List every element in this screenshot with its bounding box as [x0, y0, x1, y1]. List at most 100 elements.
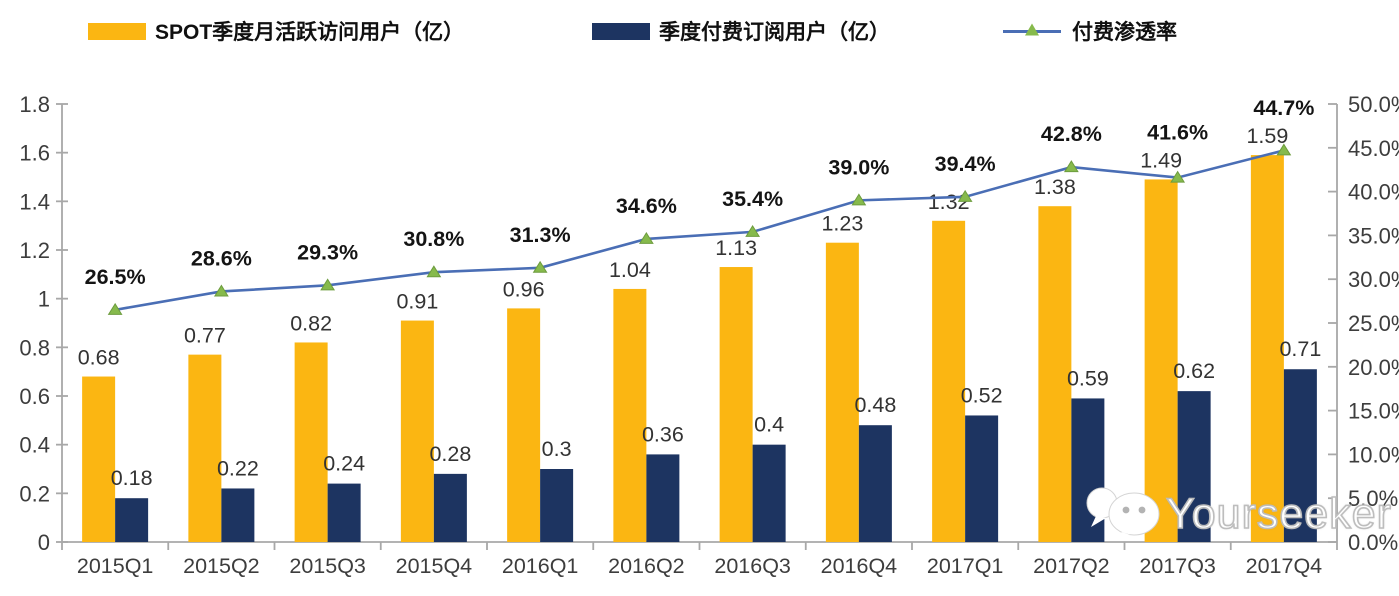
subscribers-value-label: 0.24: [323, 452, 365, 476]
bar-mau: [825, 242, 859, 542]
x-axis-category-label: 2017Q1: [927, 554, 1004, 578]
right-axis-tick-label: 45.0%: [1348, 136, 1399, 161]
left-axis-tick-label: 0: [38, 530, 50, 555]
penetration-value-label: 41.6%: [1147, 120, 1208, 144]
mau-value-label: 0.82: [290, 311, 332, 335]
subscribers-value-label: 0.4: [754, 413, 784, 437]
triangle-marker-icon: [107, 302, 123, 315]
wechat-icon: [1086, 487, 1160, 541]
bar-mau: [719, 267, 753, 542]
bar-subscribers: [115, 498, 149, 542]
penetration-value-label: 30.8%: [403, 227, 464, 251]
triangle-marker-icon: [1276, 143, 1292, 156]
bar-subscribers: [540, 469, 574, 542]
bar-mau: [932, 220, 966, 543]
triangle-marker-icon: [320, 278, 336, 291]
bar-subscribers: [433, 473, 467, 542]
penetration-series-swatch-icon: [1003, 23, 1061, 40]
mau-series-swatch-icon: [88, 22, 146, 40]
penetration-value-label: 28.6%: [191, 246, 252, 270]
penetration-value-label: 39.0%: [828, 155, 889, 179]
subscribers-value-label: 0.48: [854, 393, 896, 417]
bar-mau: [507, 308, 541, 542]
x-axis-category-label: 2016Q4: [821, 554, 898, 578]
x-axis-category-label: 2015Q3: [289, 554, 366, 578]
subscribers-value-label: 0.52: [961, 383, 1003, 407]
right-axis-tick-label: 30.0%: [1348, 267, 1399, 292]
right-axis-tick-label: 25.0%: [1348, 311, 1399, 336]
bar-mau: [1144, 179, 1178, 542]
left-axis-tick-label: 0.6: [19, 384, 50, 409]
subscribers-value-label: 0.71: [1279, 337, 1321, 361]
left-axis-tick-label: 0.2: [19, 481, 50, 506]
legend-item-penetration: 付费渗透率: [1003, 17, 1177, 45]
bar-subscribers: [1177, 391, 1211, 542]
bar-mau: [613, 288, 647, 542]
mau-value-label: 1.23: [821, 212, 863, 236]
x-axis-category-label: 2016Q3: [714, 554, 791, 578]
mau-value-label: 1.38: [1034, 175, 1076, 199]
penetration-value-label: 26.5%: [85, 265, 146, 289]
mau-value-label: 0.91: [396, 290, 438, 314]
right-axis-tick-label: 5.0%: [1348, 486, 1398, 511]
penetration-value-label: 29.3%: [297, 240, 358, 264]
right-axis-tick-label: 10.0%: [1348, 442, 1399, 467]
triangle-marker-icon: [1170, 170, 1186, 183]
bar-subscribers: [327, 483, 361, 542]
bar-subscribers: [752, 444, 786, 542]
triangle-marker-icon: [532, 260, 548, 273]
bar-subscribers: [965, 415, 999, 542]
x-axis-category-label: 2017Q3: [1139, 554, 1216, 578]
left-axis-tick-label: 1.6: [19, 141, 50, 166]
mau-value-label: 0.96: [503, 277, 545, 301]
left-axis-tick-label: 0.8: [19, 335, 50, 360]
left-axis-tick-label: 1.4: [19, 189, 50, 214]
x-axis-category-label: 2017Q2: [1033, 554, 1110, 578]
penetration-value-label: 42.8%: [1041, 122, 1102, 146]
right-axis-tick-label: 15.0%: [1348, 399, 1399, 424]
mau-value-label: 1.13: [715, 236, 757, 260]
bar-subscribers: [221, 488, 255, 542]
x-axis-category-label: 2015Q1: [77, 554, 154, 578]
bar-subscribers: [858, 425, 892, 542]
bar-mau: [294, 342, 328, 542]
watermark-text: Yourseeker: [1165, 489, 1392, 539]
mau-value-label: 0.77: [184, 324, 226, 348]
subscribers-value-label: 0.3: [542, 437, 572, 461]
mau-value-label: 1.04: [609, 258, 651, 282]
subscribers-value-label: 0.18: [111, 466, 153, 490]
penetration-value-label: 31.3%: [510, 223, 571, 247]
left-axis-tick-label: 1.2: [19, 238, 50, 263]
triangle-marker-icon: [851, 193, 867, 206]
left-axis-tick-label: 1.8: [19, 92, 50, 117]
chart-legend: SPOT季度月活跃访问用户（亿） 季度付费订阅用户（亿） 付费渗透率: [0, 0, 1399, 56]
triangle-marker-icon: [1025, 23, 1039, 36]
bar-mau: [82, 376, 116, 542]
subscribers-series-swatch-icon: [592, 22, 650, 40]
legend-label-subscribers: 季度付费订阅用户（亿）: [659, 21, 890, 44]
penetration-value-label: 35.4%: [722, 187, 783, 211]
triangle-marker-icon: [426, 265, 442, 278]
right-axis-tick-label: 35.0%: [1348, 223, 1399, 248]
mau-value-label: 1.49: [1140, 148, 1182, 172]
legend-label-penetration: 付费渗透率: [1072, 21, 1177, 44]
right-axis-tick-label: 50.0%: [1348, 92, 1399, 117]
x-axis-category-label: 2016Q1: [502, 554, 579, 578]
mau-value-label: 1.59: [1246, 124, 1288, 148]
triangle-marker-icon: [1063, 160, 1079, 173]
legend-label-mau: SPOT季度月活跃访问用户（亿）: [155, 21, 465, 44]
penetration-line: [114, 149, 1285, 312]
right-axis-tick-label: 40.0%: [1348, 180, 1399, 205]
penetration-value-label: 39.4%: [935, 152, 996, 176]
penetration-value-label: 34.6%: [616, 194, 677, 218]
subscribers-value-label: 0.36: [642, 422, 684, 446]
bar-mau: [1250, 155, 1284, 542]
x-axis-category-label: 2015Q4: [396, 554, 473, 578]
triangle-marker-icon: [745, 224, 761, 237]
x-axis-category-label: 2016Q2: [608, 554, 685, 578]
subscribers-value-label: 0.22: [217, 456, 259, 480]
subscribers-value-label: 0.28: [429, 442, 471, 466]
watermark: Yourseeker: [1082, 482, 1392, 546]
